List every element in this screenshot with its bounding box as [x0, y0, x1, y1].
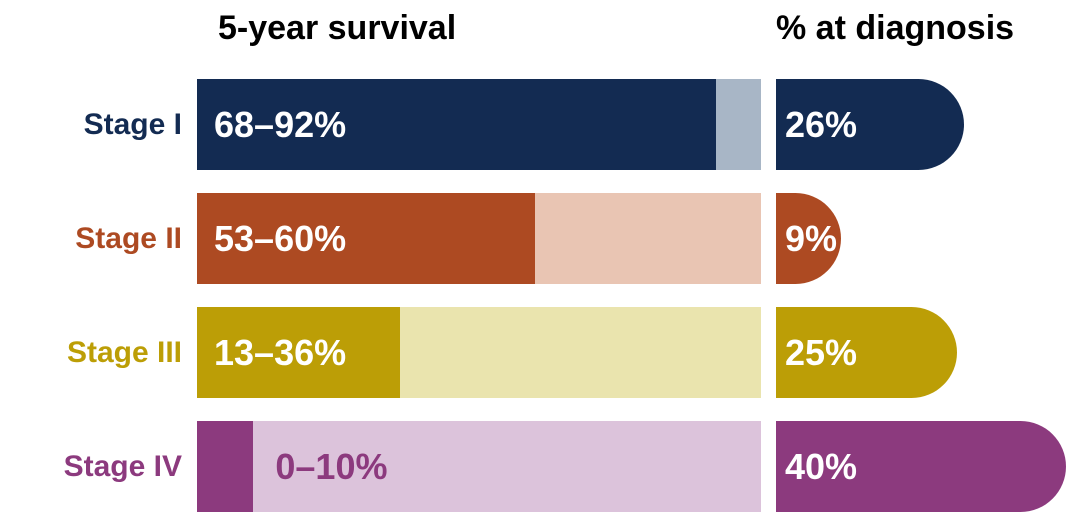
diagnosis-value: 26% — [785, 103, 858, 145]
survival-range-value: 13–36% — [214, 331, 347, 373]
diagnosis-value: 40% — [785, 445, 858, 487]
diagnosis-bar: 25% — [776, 307, 957, 398]
diagnosis-bar-track: 40% — [776, 421, 1080, 512]
survival-bar: 13–36% — [197, 307, 761, 398]
stage-label: Stage III — [66, 335, 182, 369]
diagnosis-bar: 26% — [776, 79, 965, 170]
chart-grid: 5-year survival % at diagnosis Stage I 6… — [0, 6, 1080, 512]
survival-solid-segment — [197, 193, 536, 284]
diagnosis-value: 25% — [785, 331, 858, 373]
diagnosis-bar-track: 9% — [776, 193, 1080, 284]
survival-range-value: 68–92% — [214, 103, 347, 145]
stage-label: Stage II — [75, 221, 182, 255]
survival-solid-segment — [197, 421, 254, 512]
survival-range-value: 53–60% — [214, 217, 347, 259]
survival-bar: 68–92% — [197, 79, 761, 170]
stage-label: Stage IV — [63, 449, 182, 483]
survival-range-value: 0–10% — [275, 445, 388, 487]
survival-bar: 53–60% — [197, 193, 761, 284]
diagnosis-column-header: % at diagnosis — [776, 9, 1015, 47]
diagnosis-bar: 40% — [776, 421, 1066, 512]
header-spacer — [0, 6, 182, 56]
survival-solid-segment — [197, 79, 716, 170]
survival-bar: 0–10% — [197, 421, 761, 512]
survival-column-header: 5-year survival — [218, 9, 457, 47]
diagnosis-bar-track: 25% — [776, 307, 1080, 398]
stage-label: Stage I — [83, 107, 182, 141]
diagnosis-bar-track: 26% — [776, 79, 1080, 170]
diagnosis-bar: 9% — [776, 193, 842, 284]
diagnosis-value: 9% — [785, 217, 838, 259]
survival-solid-segment — [197, 307, 401, 398]
